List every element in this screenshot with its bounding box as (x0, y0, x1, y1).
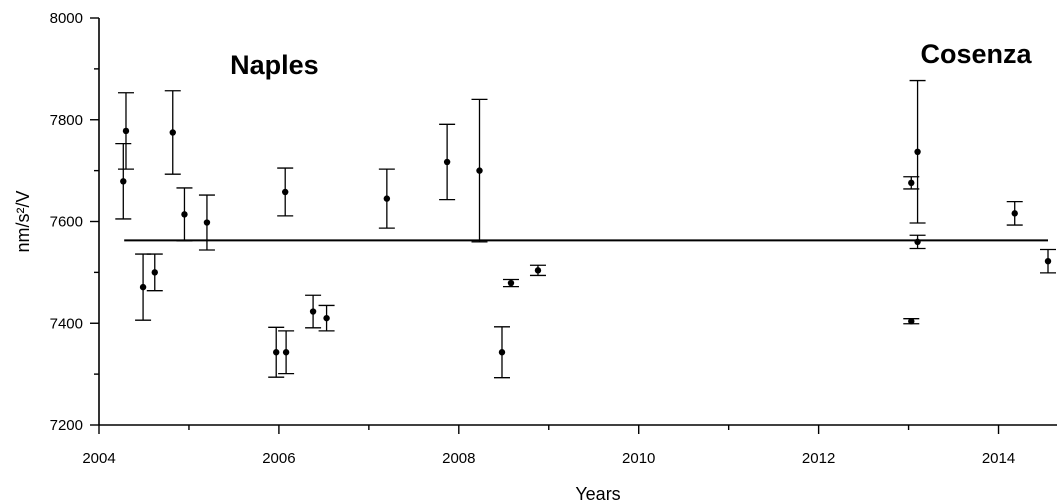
data-point (914, 148, 921, 156)
x-axis-title: Years (575, 484, 620, 504)
data-point (151, 269, 158, 276)
data-point (181, 211, 188, 218)
x-tick-label: 2006 (262, 450, 295, 467)
data-point (383, 195, 391, 202)
y-tick-label: 8000 (50, 10, 83, 27)
annotation-cosenza: Cosenza (921, 39, 1033, 69)
data-point (120, 178, 127, 185)
data-point (443, 158, 451, 166)
data-point (282, 188, 289, 196)
annotation-naples: Naples (230, 50, 319, 80)
data-point (1044, 257, 1052, 265)
data-point (908, 318, 915, 325)
data-point (139, 283, 147, 291)
x-tick-label: 2014 (982, 450, 1015, 467)
data-point (908, 179, 915, 187)
data-point (534, 267, 542, 274)
y-tick-label: 7800 (50, 112, 83, 129)
data-point (507, 279, 515, 287)
x-tick-label: 2008 (442, 450, 475, 467)
data-point (914, 238, 921, 246)
y-tick-label: 7600 (50, 214, 83, 231)
data-point (309, 308, 317, 315)
x-tick-label: 2004 (82, 450, 115, 467)
data-point (476, 167, 483, 174)
data-point (273, 349, 280, 356)
data-point (323, 314, 330, 322)
x-tick-label: 2010 (622, 450, 655, 467)
data-point (1011, 210, 1018, 217)
data-point (282, 349, 290, 356)
data-point (122, 127, 130, 135)
y-tick-label: 7400 (50, 315, 83, 332)
y-tick-label: 7200 (50, 417, 83, 434)
x-tick-label: 2012 (802, 450, 835, 467)
data-point (203, 219, 211, 226)
data-point (169, 129, 176, 136)
y-axis-title: nm/s²/V (13, 190, 33, 252)
data-point (498, 349, 506, 356)
